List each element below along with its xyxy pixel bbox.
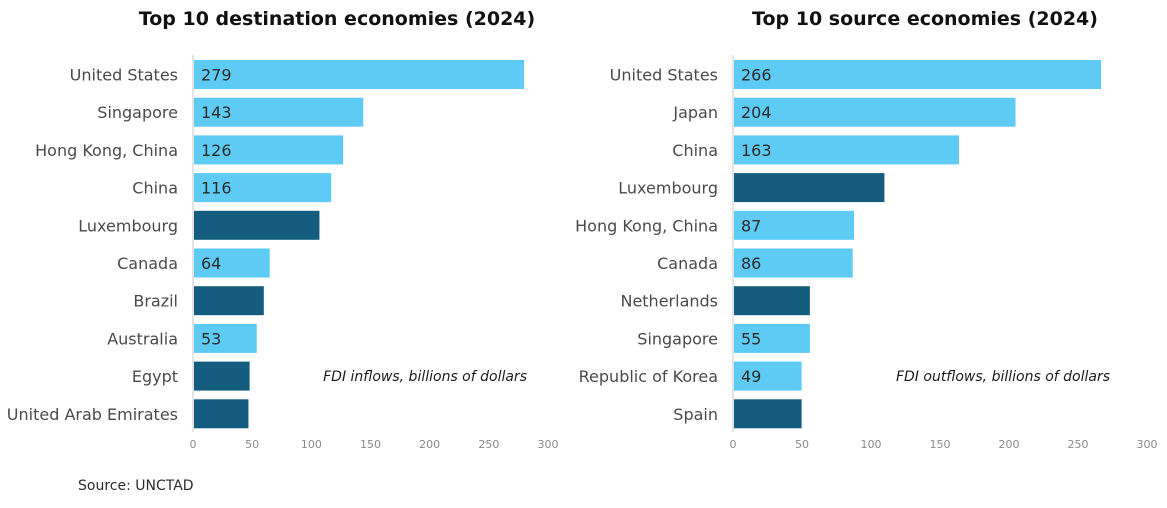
- category-label: Brazil: [133, 292, 178, 311]
- data-label: 49: [741, 367, 761, 386]
- bar: [194, 210, 320, 240]
- category-label: Republic of Korea: [579, 367, 718, 386]
- data-label: 116: [201, 179, 232, 198]
- tick-label: 50: [245, 438, 259, 451]
- tick-label: 300: [1137, 438, 1158, 451]
- data-label: 64: [201, 254, 221, 273]
- bar: [734, 210, 855, 240]
- category-label: Hong Kong, China: [575, 216, 718, 235]
- data-label: 87: [741, 216, 761, 235]
- category-label: Japan: [672, 103, 718, 122]
- bar: [194, 173, 332, 203]
- bar: [194, 323, 257, 353]
- category-label: Luxembourg: [618, 179, 718, 198]
- category-label: United Arab Emirates: [7, 405, 178, 424]
- tick-label: 150: [930, 438, 951, 451]
- tick-label: 100: [861, 438, 882, 451]
- chart-destination: Top 10 destination economies (2024) Unite…: [7, 8, 559, 451]
- data-label: 86: [741, 254, 761, 273]
- tick-label: 250: [1068, 438, 1089, 451]
- data-label: 163: [741, 141, 772, 160]
- chart-title: Top 10 source economies (2024): [752, 8, 1098, 30]
- bar: [194, 361, 250, 391]
- units-note: FDI outflows, billions of dollars: [896, 369, 1110, 385]
- tick-label: 200: [999, 438, 1020, 451]
- bar: [734, 248, 853, 278]
- category-label: Singapore: [637, 329, 718, 348]
- tick-label: 250: [478, 438, 499, 451]
- bar: [194, 286, 264, 316]
- category-label: Spain: [673, 405, 718, 424]
- category-label: Australia: [107, 329, 178, 348]
- tick-label: 0: [190, 438, 197, 451]
- bar: [194, 135, 344, 165]
- category-label: Singapore: [97, 103, 178, 122]
- data-label: 55: [741, 329, 761, 348]
- bar: [194, 60, 525, 89]
- data-label: 126: [201, 141, 232, 160]
- tick-label: 0: [730, 438, 737, 451]
- source-note: Source: UNCTAD: [78, 478, 194, 494]
- data-label: 143: [201, 103, 232, 122]
- bar: [194, 97, 364, 127]
- bar: [734, 286, 810, 316]
- category-label: United States: [70, 66, 178, 85]
- category-label: Canada: [117, 254, 178, 273]
- category-label: Egypt: [132, 367, 178, 386]
- bar: [734, 60, 1102, 89]
- units-note: FDI inflows, billions of dollars: [323, 369, 527, 385]
- data-label: 266: [741, 66, 772, 85]
- bar: [194, 248, 270, 278]
- tick-label: 100: [301, 438, 322, 451]
- tick-label: 150: [360, 438, 381, 451]
- tick-label: 200: [419, 438, 440, 451]
- tick-label: 50: [795, 438, 809, 451]
- chart-source: Top 10 source economies (2024) United Sta…: [575, 8, 1157, 451]
- data-label: 204: [741, 103, 772, 122]
- bar: [734, 323, 810, 353]
- category-label: China: [672, 141, 718, 160]
- category-label: Hong Kong, China: [35, 141, 178, 160]
- bar: [734, 173, 885, 203]
- category-label: Netherlands: [620, 292, 718, 311]
- bar: [734, 135, 959, 165]
- chart-title: Top 10 destination economies (2024): [139, 8, 535, 30]
- bar: [194, 399, 249, 429]
- tick-label: 300: [538, 438, 559, 451]
- category-label: United States: [610, 66, 718, 85]
- data-label: 53: [201, 329, 221, 348]
- data-label: 279: [201, 66, 232, 85]
- bar: [734, 399, 802, 429]
- bar: [734, 361, 802, 391]
- category-label: Luxembourg: [78, 216, 178, 235]
- category-label: Canada: [657, 254, 718, 273]
- category-label: China: [132, 179, 178, 198]
- bar: [734, 97, 1016, 127]
